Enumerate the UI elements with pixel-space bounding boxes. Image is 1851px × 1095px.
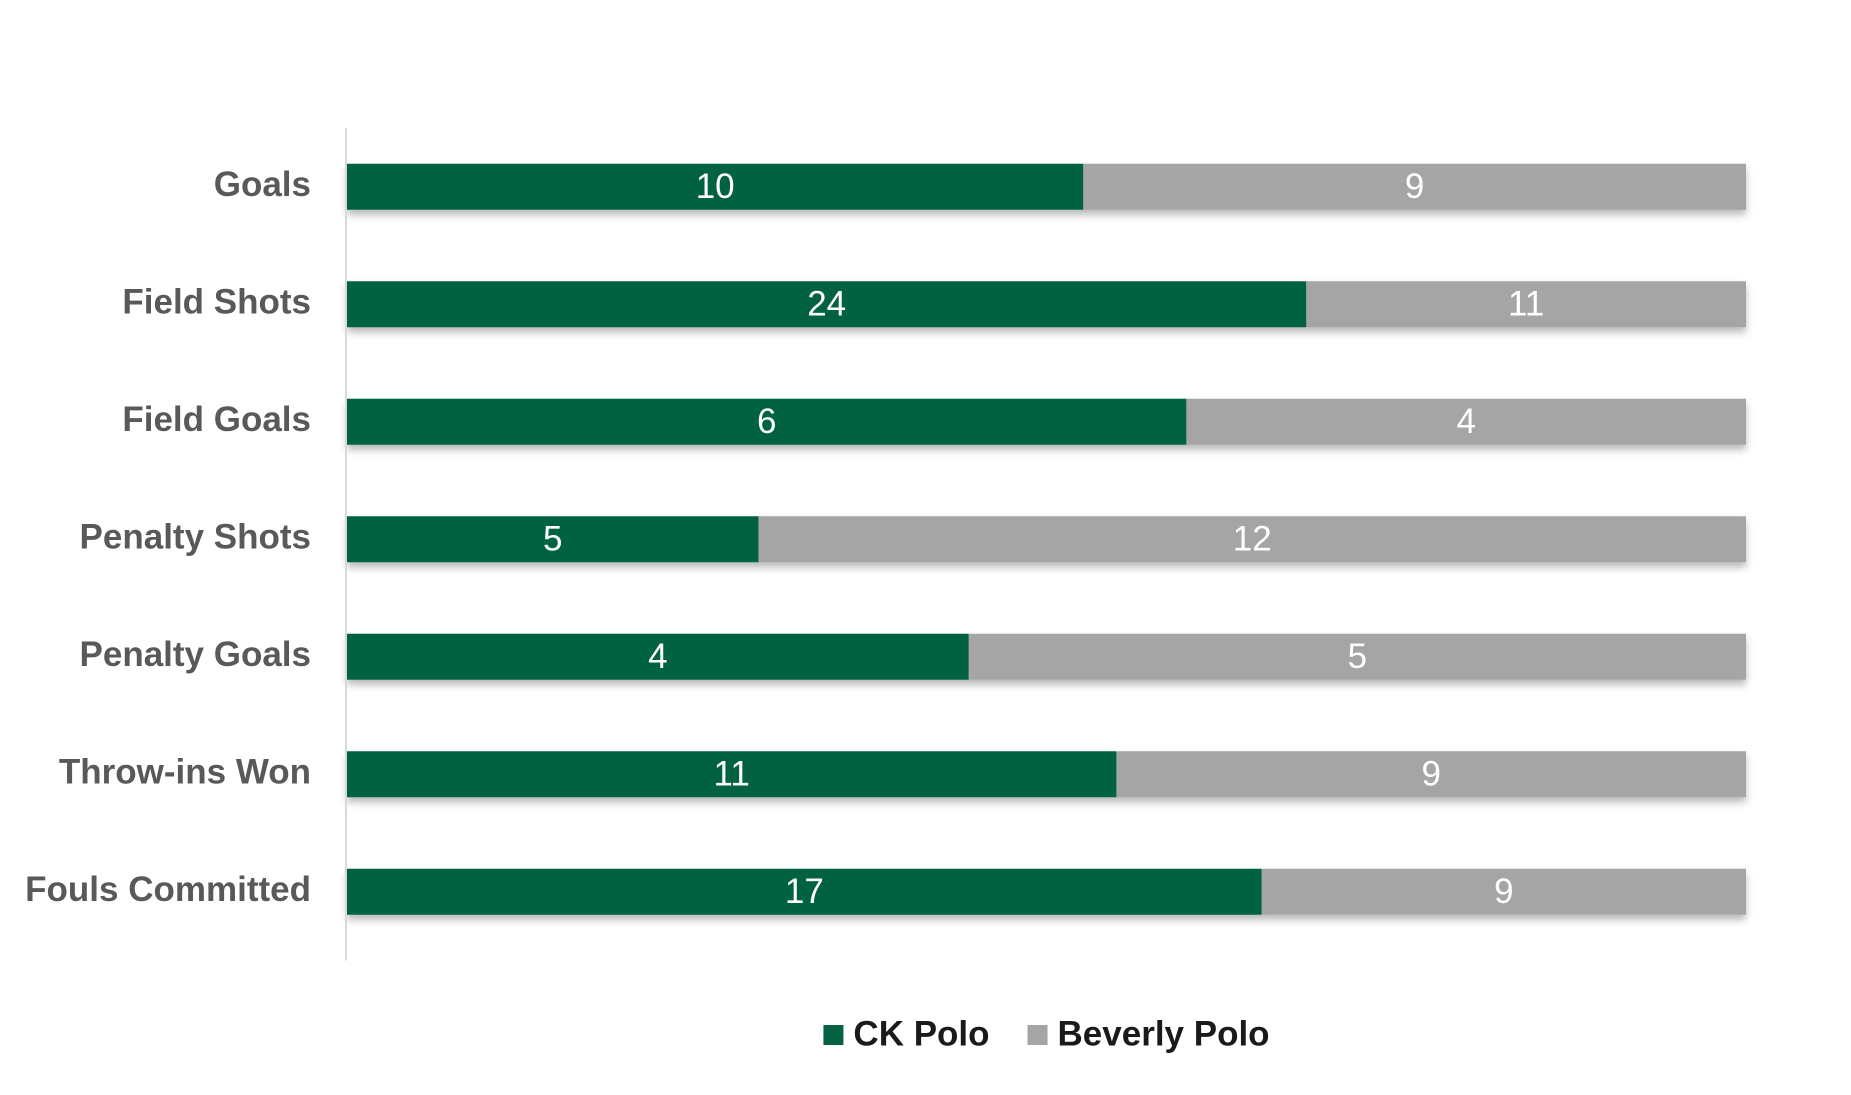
- data-label-ck-polo-penalty-goals: 4: [648, 637, 667, 676]
- bar-group-penalty-shots: [347, 516, 1746, 563]
- bar-ck-polo-penalty-shots: [347, 516, 759, 563]
- bar-beverly-polo-fouls-committed: [1261, 868, 1746, 915]
- category-labels: Goals Field Shots Field Goals Penalty Shots…: [25, 165, 311, 909]
- category-label-fouls-committed: Fouls Committed: [25, 870, 311, 909]
- legend-label-beverly-polo: Beverly Polo: [1058, 1014, 1270, 1053]
- legend: CK Polo Beverly Polo: [823, 1014, 1270, 1053]
- bar-group-fouls-committed: [347, 868, 1746, 915]
- bar-group-field-shots: [347, 281, 1746, 328]
- category-label-field-shots: Field Shots: [122, 283, 311, 322]
- data-label-ck-polo-fouls-committed: 17: [785, 872, 824, 911]
- data-label-beverly-polo-field-shots: 11: [1508, 285, 1544, 324]
- bar-beverly-polo-penalty-shots: [758, 516, 1746, 563]
- data-label-ck-polo-goals: 10: [696, 167, 735, 206]
- data-label-beverly-polo-penalty-goals: 5: [1348, 637, 1367, 676]
- bar-ck-polo-throw-ins-won: [347, 751, 1117, 798]
- bar-group-throw-ins-won: [347, 751, 1746, 798]
- legend-label-ck-polo: CK Polo: [853, 1014, 989, 1053]
- category-label-throw-ins-won: Throw-ins Won: [59, 753, 311, 792]
- legend-item-ck-polo: CK Polo: [823, 1014, 990, 1053]
- legend-item-beverly-polo: Beverly Polo: [1027, 1014, 1270, 1053]
- data-label-beverly-polo-goals: 9: [1405, 167, 1424, 206]
- category-label-field-goals: Field Goals: [122, 400, 311, 439]
- data-label-ck-polo-field-shots: 24: [807, 285, 846, 324]
- data-label-beverly-polo-field-goals: 4: [1456, 402, 1475, 441]
- bar-group-penalty-goals: [347, 633, 1746, 680]
- data-label-ck-polo-throw-ins-won: 11: [714, 755, 750, 794]
- bar-beverly-polo-throw-ins-won: [1116, 751, 1746, 798]
- legend-swatch-ck-polo: [823, 1025, 844, 1045]
- bar-beverly-polo-penalty-goals: [968, 633, 1746, 680]
- bar-beverly-polo-goals: [1083, 163, 1746, 210]
- legend-swatch-beverly-polo: [1027, 1025, 1048, 1045]
- data-label-beverly-polo-penalty-shots: 12: [1233, 520, 1272, 559]
- bar-ck-polo-field-shots: [347, 281, 1307, 328]
- category-label-penalty-goals: Penalty Goals: [80, 635, 311, 674]
- bar-group-goals: [347, 163, 1746, 210]
- bar-ck-polo-fouls-committed: [347, 868, 1262, 915]
- data-label-ck-polo-penalty-shots: 5: [543, 520, 562, 559]
- bar-beverly-polo-field-goals: [1186, 398, 1746, 445]
- bar-group-field-goals: [347, 398, 1746, 445]
- data-label-beverly-polo-throw-ins-won: 9: [1421, 755, 1440, 794]
- bar-beverly-polo-field-shots: [1306, 281, 1746, 328]
- data-label-beverly-polo-fouls-committed: 9: [1494, 872, 1513, 911]
- bars-layer: 10 9 24 11 6 4 5 12 4 5 11 9 17 9: [347, 163, 1746, 915]
- bar-ck-polo-goals: [347, 163, 1084, 210]
- bar-ck-polo-penalty-goals: [347, 633, 969, 680]
- data-label-ck-polo-field-goals: 6: [757, 402, 776, 441]
- category-label-goals: Goals: [214, 165, 311, 204]
- bar-ck-polo-field-goals: [347, 398, 1187, 445]
- category-label-penalty-shots: Penalty Shots: [80, 518, 311, 557]
